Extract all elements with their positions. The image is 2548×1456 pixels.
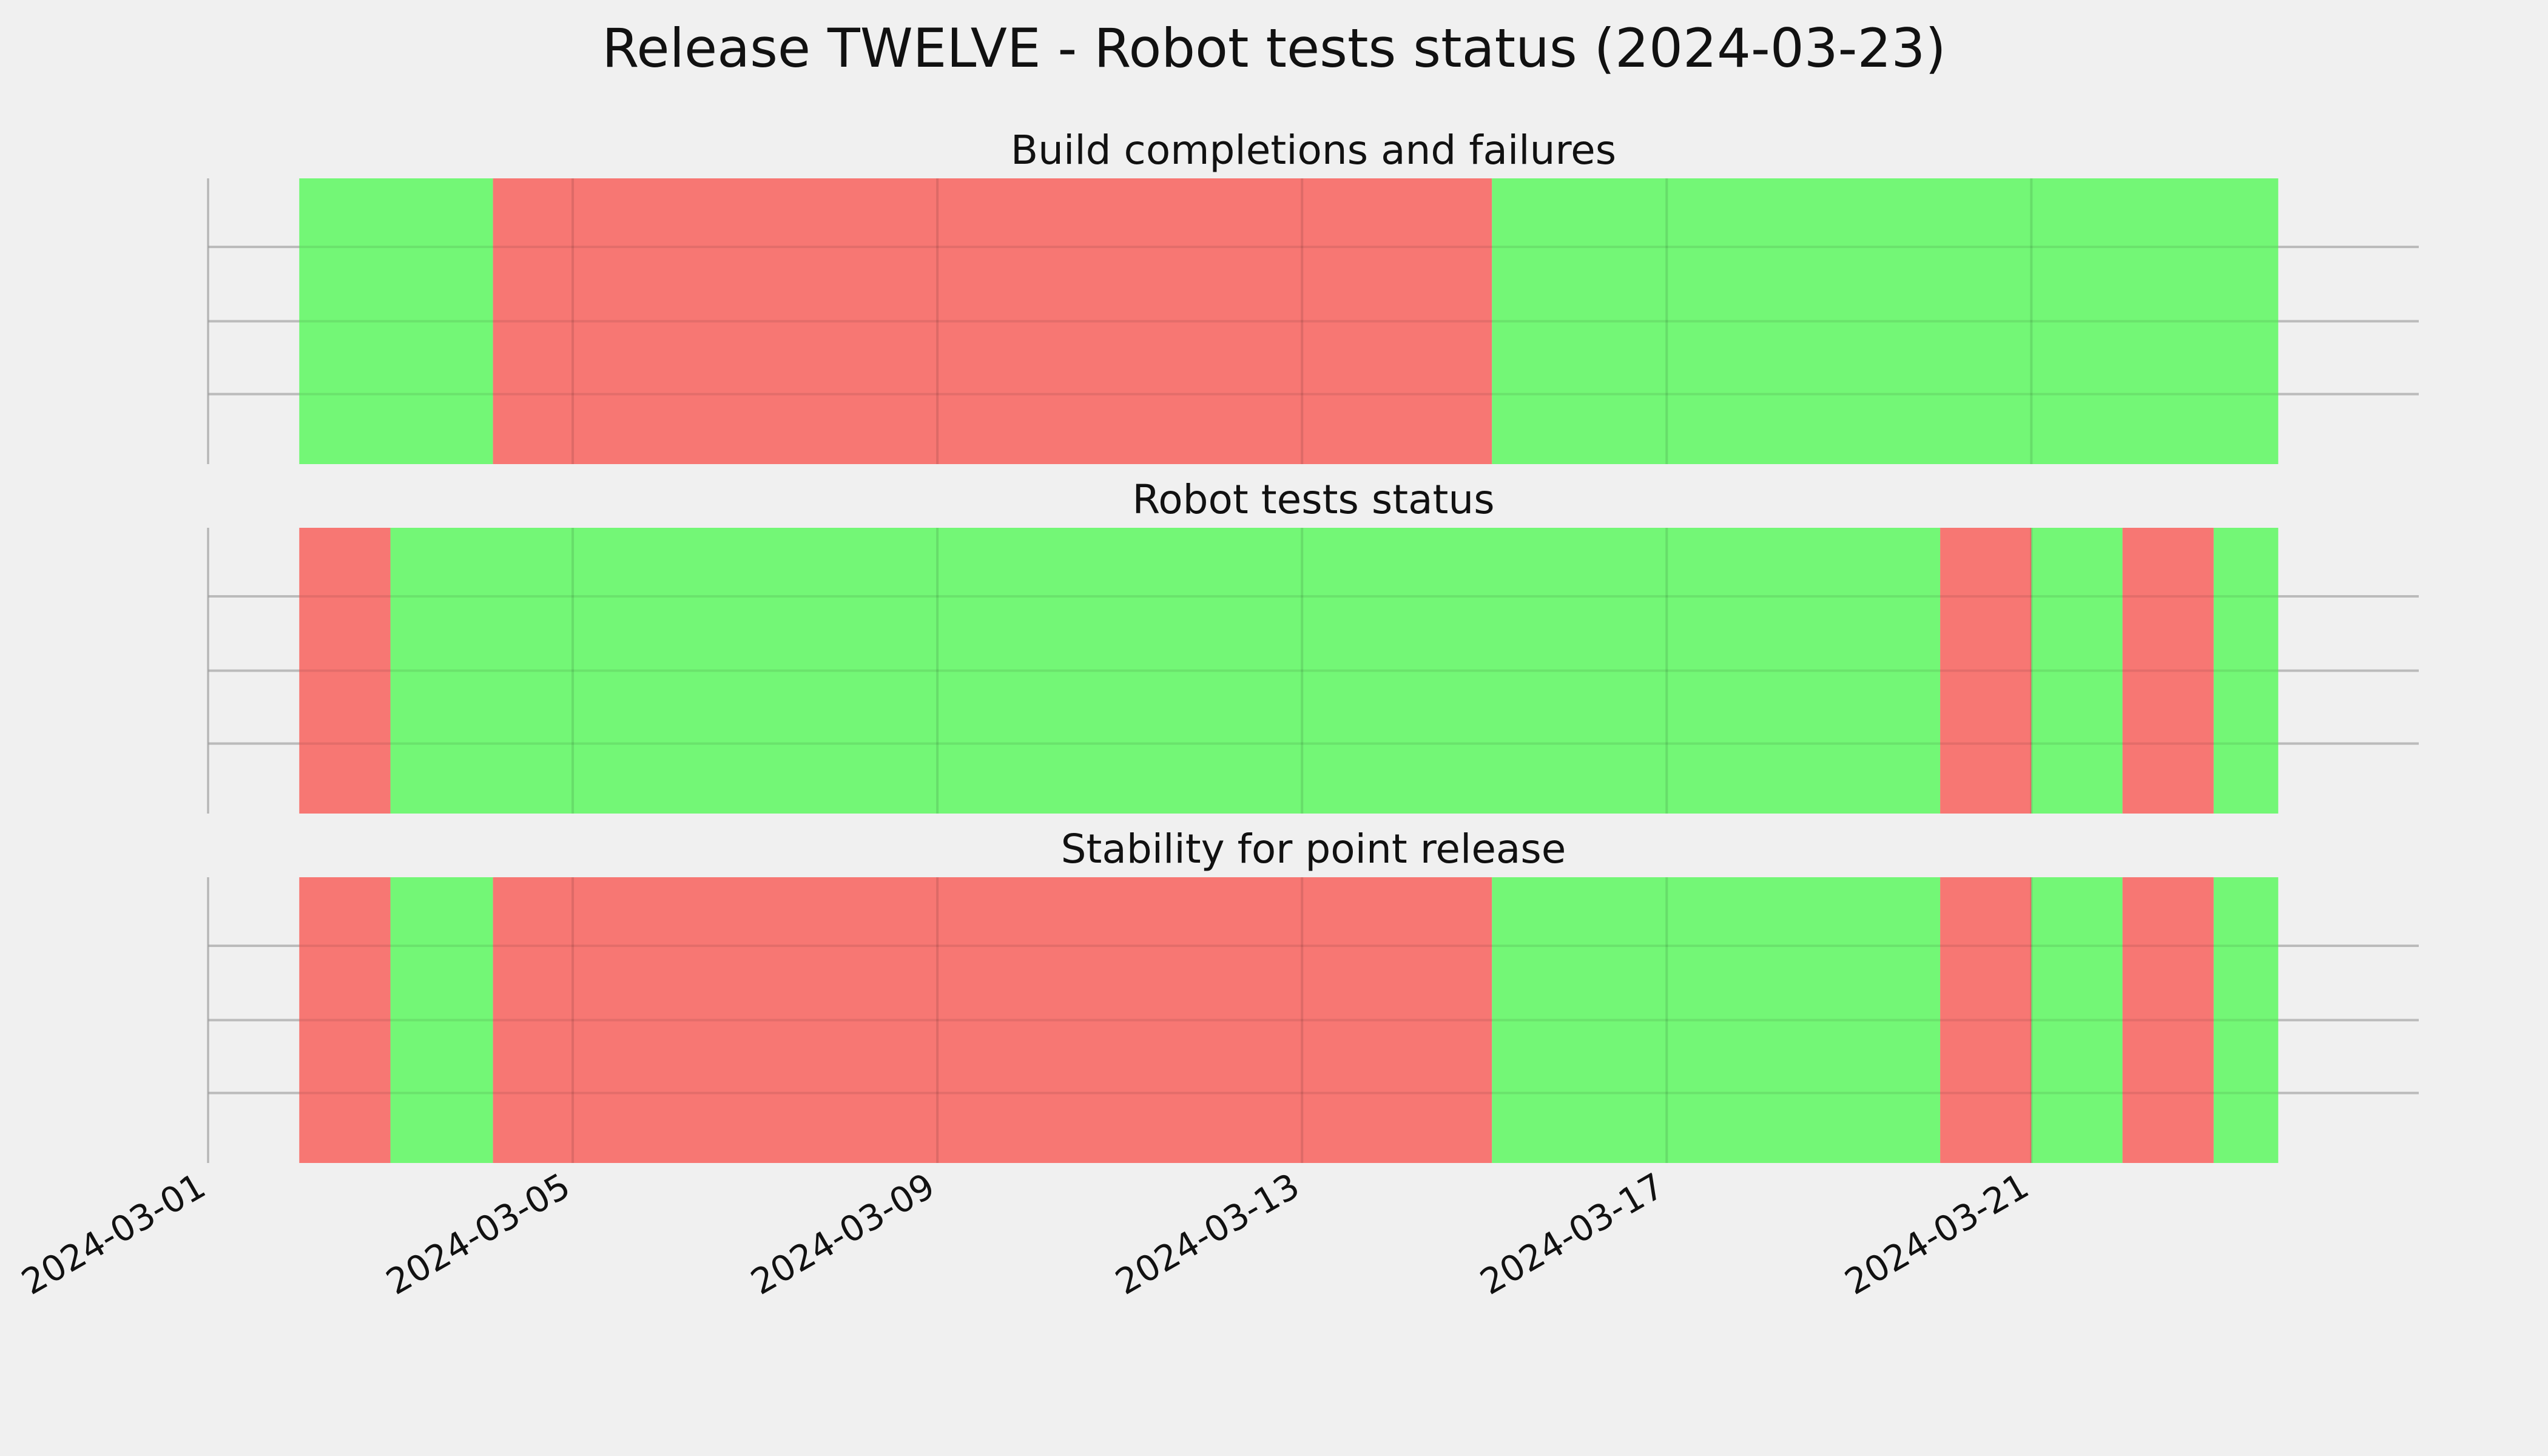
status-segment: [1940, 877, 2032, 1163]
status-segment: [1940, 528, 2032, 814]
status-segment: [2122, 528, 2214, 814]
status-segment: [299, 528, 391, 814]
timeline-panel: Stability for point release: [207, 826, 2419, 1163]
status-segment: [299, 877, 391, 1163]
status-segment: [493, 178, 1492, 464]
status-segment: [2031, 528, 2123, 814]
panel-title: Build completions and failures: [1011, 127, 1616, 174]
timeline-panel: Build completions and failures: [207, 127, 2419, 464]
status-segment: [1492, 178, 2279, 464]
status-segment: [2213, 877, 2279, 1163]
figure-title: Release TWELVE - Robot tests status (202…: [602, 17, 1946, 79]
status-segment: [2213, 528, 2279, 814]
status-segment: [1492, 877, 1941, 1163]
timeline-panel: Robot tests status: [207, 476, 2419, 814]
status-segment: [2122, 877, 2214, 1163]
status-segment: [2031, 877, 2123, 1163]
chart-panels: Build completions and failures Robot test…: [207, 127, 2419, 1163]
panel-title: Robot tests status: [1132, 476, 1494, 523]
panel-title: Stability for point release: [1061, 826, 1566, 872]
status-segment: [390, 528, 1941, 814]
status-segment: [390, 877, 493, 1163]
status-segment: [299, 178, 493, 464]
status-segment: [493, 877, 1492, 1163]
